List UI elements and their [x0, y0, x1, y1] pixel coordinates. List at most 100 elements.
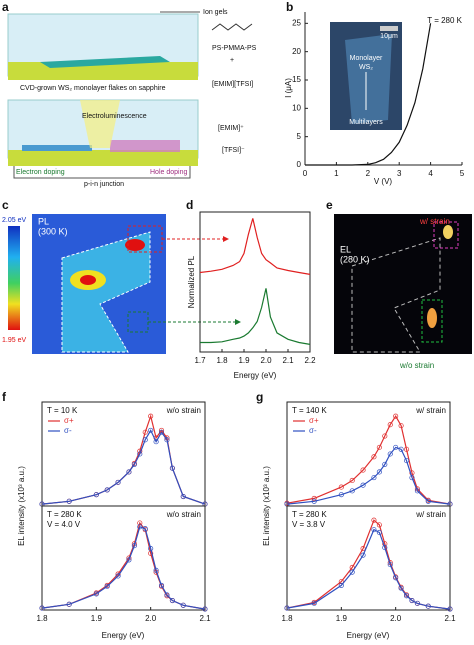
data-point: [202, 606, 208, 612]
data-point: [403, 458, 410, 464]
circuit: [13, 166, 191, 179]
data-point: [349, 477, 355, 484]
data-point: [349, 488, 355, 494]
y-axis-label: EL intensity (x10³ a.u.): [17, 466, 26, 546]
data-point: [393, 444, 399, 450]
data-point: [382, 433, 388, 439]
x-tick-label: 1: [334, 169, 339, 178]
annotation: w/ strain: [415, 406, 446, 415]
label: Electroluminescence: [82, 113, 147, 120]
data-point: [311, 495, 317, 501]
y-tick-label: 0: [297, 160, 302, 169]
colorbar-label: 1.95 eV: [2, 337, 26, 344]
x-tick-label: 1.9: [91, 614, 103, 623]
data-point: [403, 446, 410, 452]
label: [EMIM][TFSI]: [212, 81, 253, 88]
series-line: [41, 521, 206, 610]
data-point: [137, 520, 143, 526]
data-point: [382, 461, 388, 467]
data-point: [376, 529, 382, 536]
x-axis-label: V (V): [374, 177, 393, 186]
data-point: [148, 427, 154, 433]
polymer-structure: [211, 23, 253, 31]
label: [TFSI]⁻: [222, 147, 245, 154]
data-point: [142, 429, 148, 435]
image-title: (280 K): [340, 254, 370, 264]
label: Hole doping: [150, 169, 187, 176]
x-tick-label: 2: [366, 169, 371, 178]
data-point: [398, 423, 404, 429]
y-tick-label: 5: [297, 132, 302, 141]
x-tick-label: 5: [460, 169, 465, 178]
data-point: [164, 592, 170, 598]
data-point: [153, 567, 159, 573]
data-point: [414, 488, 420, 494]
data-point: [180, 493, 186, 500]
data-point: [153, 439, 159, 445]
legend-label: σ+: [309, 416, 319, 425]
panel-label: d: [186, 198, 193, 212]
data-point: [180, 602, 186, 608]
data-point: [104, 487, 110, 493]
x-tick-label: 2.2: [304, 356, 316, 365]
annotation: T = 10 K: [47, 406, 78, 415]
plot-frame: [41, 505, 206, 611]
legend-label: σ+: [64, 416, 74, 425]
data-point: [387, 451, 393, 457]
legend-label: σ-: [309, 426, 317, 435]
emission: [80, 100, 120, 148]
data-point: [371, 475, 377, 481]
data-point: [349, 569, 355, 575]
data-point: [66, 498, 72, 504]
data-point: [169, 597, 175, 604]
data-point: [131, 461, 137, 467]
data-point: [158, 429, 165, 435]
y-tick-label: 15: [292, 75, 301, 84]
y-axis-label: I (μA): [284, 78, 293, 98]
pl-map: 2.05 eV 1.95 eV PL (300 K): [2, 214, 241, 354]
plot-frame: [286, 505, 451, 611]
el-image: EL (280 K) w/ strain w/o strain: [334, 214, 472, 370]
label: WS₂: [359, 64, 373, 71]
data-point: [338, 484, 344, 490]
x-tick-label: 1.8: [36, 614, 48, 623]
y-tick-label: 10: [292, 103, 301, 112]
data-point: [148, 413, 154, 419]
panel-label: f: [2, 390, 7, 404]
label: w/ strain: [419, 217, 450, 226]
label: [EMIM]⁺: [218, 125, 244, 132]
x-axis-label: Energy (eV): [234, 371, 277, 380]
data-point: [371, 517, 377, 523]
data-point: [142, 437, 148, 443]
data-point: [376, 522, 382, 528]
data-point: [115, 573, 121, 579]
series-line: [305, 23, 432, 166]
data-point: [93, 591, 99, 597]
hotspot: [80, 275, 96, 285]
data-point: [137, 524, 143, 530]
data-point: [311, 600, 317, 606]
data-point: [284, 605, 290, 611]
series-line: [41, 429, 206, 505]
annotation: w/o strain: [166, 510, 201, 519]
data-point: [338, 582, 344, 588]
panel-label: g: [256, 390, 263, 404]
colorbar: [8, 226, 20, 330]
data-point: [409, 597, 415, 604]
annotation: w/ strain: [415, 510, 446, 519]
x-tick-label: 1.8: [281, 614, 293, 623]
data-point: [376, 444, 382, 450]
data-point: [360, 467, 366, 473]
legend-label: σ-: [64, 426, 72, 435]
electron-region: [22, 145, 92, 151]
data-point: [104, 583, 110, 589]
data-point: [414, 600, 420, 606]
data-point: [360, 552, 366, 558]
data-point: [376, 469, 382, 475]
map-title: PL: [38, 216, 49, 226]
x-tick-label: 1.9: [238, 356, 250, 365]
data-point: [393, 413, 399, 419]
label: 10μm: [380, 33, 398, 40]
data-point: [398, 585, 404, 591]
label: w/o strain: [399, 361, 434, 370]
